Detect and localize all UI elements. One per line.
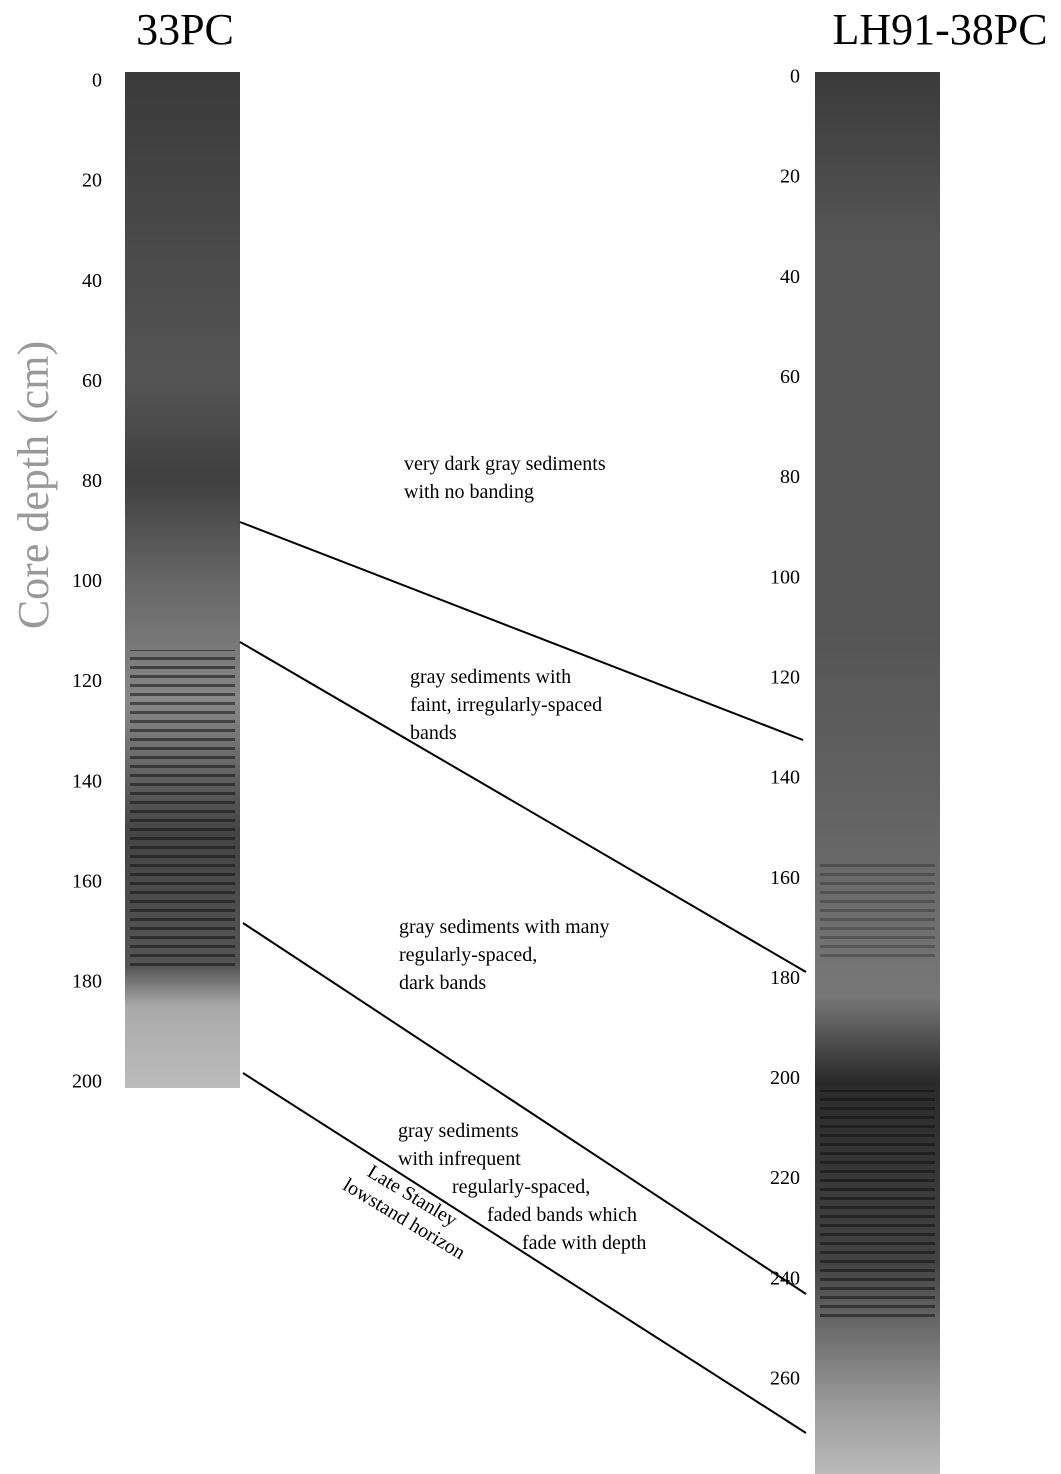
annotation: gray sediments with faint, irregularly-sp… [410,666,602,744]
depth-label: 120 [770,666,800,688]
annotation-line: very dark gray sediments [404,453,606,475]
depth-label: 20 [780,166,800,188]
depth-label: 160 [72,870,102,892]
annotation-line: with infrequent [398,1148,521,1170]
depth-label: 120 [72,670,102,692]
depth-label: 180 [770,967,800,989]
annotation-line: regularly-spaced, [452,1176,590,1198]
annotation-line: gray sediments with many [399,916,610,938]
annotation-line: bands [410,722,457,744]
annotation-line: faint, irregularly-spaced [410,694,602,716]
depth-label: 220 [770,1167,800,1189]
depth-label: 160 [770,867,800,889]
core-image [125,72,940,1474]
depth-label: 200 [72,1071,102,1093]
annotation: gray sediments with many regularly-spaced… [399,916,610,994]
diagram: 33PC LH91-38PC Core depth (cm) Late Stan… [0,0,1061,1474]
depth-label: 100 [770,566,800,588]
core-title: LH91-38PC [832,5,1047,54]
axis-label: Core depth (cm) [9,341,58,629]
correlation-lines [240,522,806,1433]
depth-label: 0 [790,66,800,88]
annotation: very dark gray sediments with no banding [404,453,606,503]
depth-label: 80 [780,466,800,488]
depth-label: 140 [770,767,800,789]
depth-label: 80 [82,470,102,492]
depth-label: 20 [82,170,102,192]
annotation-line: regularly-spaced, [399,944,537,966]
horizon-label: Late Stanley lowstand horizon [339,1153,481,1264]
annotation-line: fade with depth [522,1232,646,1254]
core-title: 33PC [136,5,234,54]
depth-label: 200 [770,1067,800,1089]
annotation-line: gray sediments [398,1120,519,1142]
annotation-line: faded bands which [487,1204,637,1226]
depth-label: 0 [92,70,102,92]
annotation-line: dark bands [399,972,486,994]
depth-label: 240 [770,1267,800,1289]
annotation-line: gray sediments with [410,666,571,688]
depth-label: 40 [780,266,800,288]
depth-label: 140 [72,770,102,792]
depth-label: 40 [82,270,102,292]
depth-label: 260 [770,1368,800,1390]
depth-label: 180 [72,970,102,992]
depth-label: 60 [82,370,102,392]
annotation-line: with no banding [404,481,534,503]
depth-label: 100 [72,570,102,592]
depth-label: 60 [780,366,800,388]
